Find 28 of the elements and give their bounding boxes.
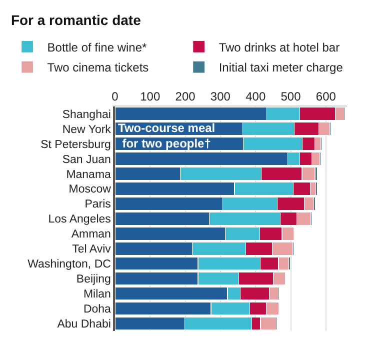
y-tick-label: Moscow bbox=[68, 184, 112, 196]
y-tick-label: Doha bbox=[83, 304, 112, 316]
y-tick-label: San Juan bbox=[62, 154, 111, 166]
x-tick-label: 400 bbox=[246, 90, 266, 104]
y-tick-label: Milan bbox=[83, 288, 111, 301]
chart-title: For a romantic date bbox=[10, 12, 142, 28]
legend-label: Bottle of fine wine* bbox=[47, 40, 148, 54]
x-tick-label: 100 bbox=[140, 90, 160, 104]
y-tick-label: Amman bbox=[71, 228, 111, 241]
series-label: Two-course meal for two people† bbox=[118, 121, 216, 151]
y-tick-label: Washington, DC bbox=[28, 258, 111, 271]
y-tick-label: Los Angeles bbox=[48, 214, 112, 226]
x-tick-label: 500 bbox=[280, 90, 302, 104]
x-tick-label: 200 bbox=[175, 90, 196, 104]
legend-label: Two cinema tickets bbox=[47, 60, 149, 75]
x-tick-label: 600 bbox=[316, 90, 336, 104]
y-tick-label: St Petersburg bbox=[40, 138, 111, 151]
y-tick-label: Shanghai bbox=[62, 108, 111, 121]
y-tick-label: Manama bbox=[66, 168, 112, 181]
y-tick-label: Beijing bbox=[76, 274, 111, 286]
legend-label: Initial taxi meter charge bbox=[218, 60, 344, 75]
legend-label: Two drinks at hotel bar bbox=[218, 40, 340, 54]
y-tick-label: Abu Dhabi bbox=[57, 318, 111, 331]
y-tick-label: Tel Aviv bbox=[72, 244, 112, 256]
x-tick-label: 300 bbox=[210, 90, 231, 104]
y-tick-label: New York bbox=[62, 124, 112, 136]
x-tick-label: 0 bbox=[112, 90, 119, 104]
y-tick-label: Paris bbox=[84, 198, 112, 211]
